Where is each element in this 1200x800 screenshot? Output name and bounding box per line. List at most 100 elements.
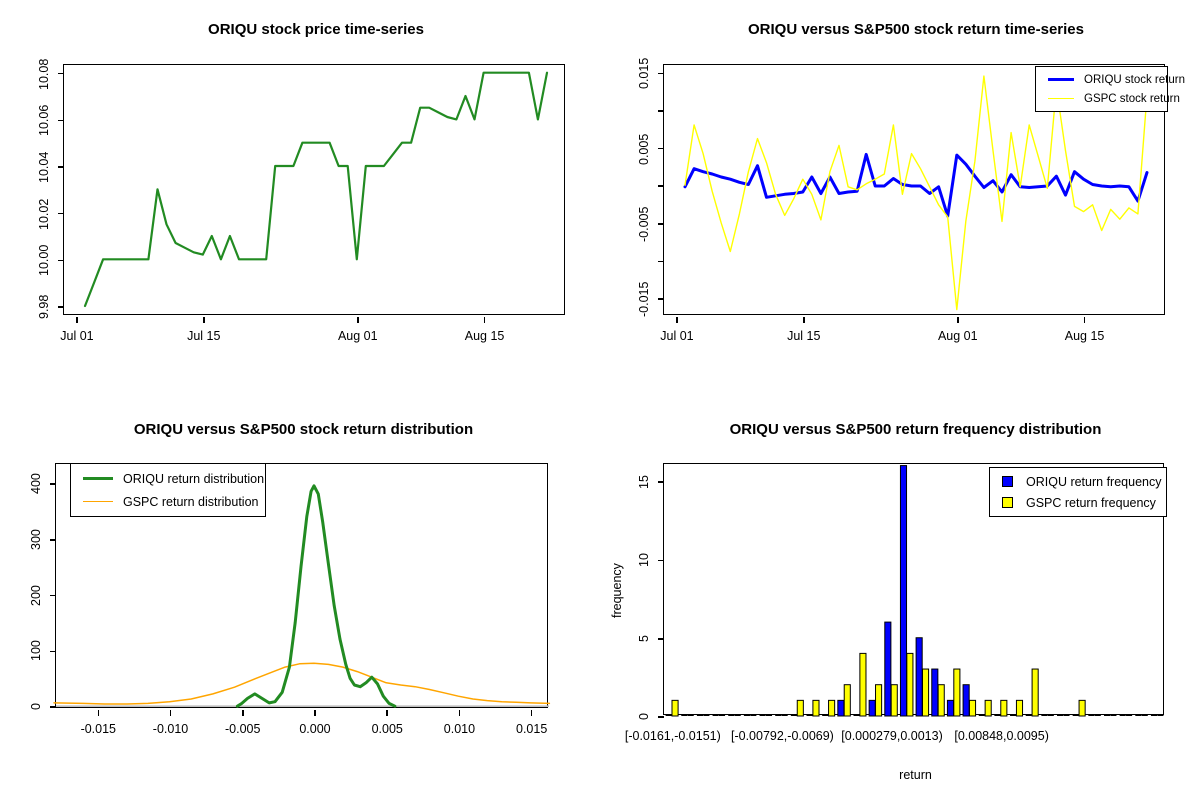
bar-oriqu-bin20 [979, 714, 986, 717]
x-tick [1083, 317, 1086, 323]
y-tick [658, 481, 664, 483]
bar-gspc-bin24 [1048, 714, 1055, 717]
y-tick [658, 716, 664, 718]
bar-gspc-bin9 [812, 700, 820, 717]
bar-oriqu-bin29 [1120, 714, 1127, 717]
y-tick-label: 15 [637, 475, 651, 490]
y-tick [658, 298, 664, 301]
chart-title: ORIQU versus S&P500 return frequency dis… [729, 421, 1102, 438]
bar-gspc-bin29 [1126, 714, 1133, 717]
bin-tick-label: [-0.0161,-0.0151) [624, 729, 721, 743]
panel-return-density: ORIQU versus S&P500 stock return distrib… [0, 400, 600, 800]
x-tick [241, 710, 244, 716]
y-tick-label: 0.015 [637, 57, 651, 89]
x-tick-label: -0.010 [152, 722, 189, 736]
y-tick [58, 72, 64, 75]
chart-title: ORIQU versus S&P500 stock return distrib… [133, 421, 474, 438]
bar-gspc-bin15 [906, 653, 914, 717]
bar-oriqu-bin15 [900, 465, 908, 717]
x-tick-label: Aug 15 [464, 329, 505, 343]
y-tick [50, 650, 56, 653]
legend-label: GSPC stock return [1084, 92, 1180, 105]
x-tick [676, 317, 678, 323]
chart-canvas [84, 71, 549, 308]
x-tick [202, 317, 205, 323]
bar-gspc-bin0 [671, 700, 679, 717]
bar-gspc-bin1 [688, 714, 695, 717]
bar-gspc-bin7 [781, 714, 789, 717]
bar-gspc-bin21 [1000, 700, 1008, 717]
bar-gspc-bin5 [750, 714, 757, 717]
chart-title: ORIQU versus S&P500 stock return time-se… [748, 21, 1084, 38]
bar-gspc-bin12 [859, 653, 867, 717]
bar-oriqu-bin2 [697, 714, 704, 717]
legend-label: ORIQU stock return [1084, 73, 1185, 86]
bar-oriqu-bin18 [947, 700, 955, 717]
x-tick-label: Jul 01 [60, 329, 94, 343]
bar-gspc-bin14 [891, 684, 899, 717]
bar-oriqu-bin28 [1104, 714, 1111, 717]
bar-gspc-bin28 [1110, 714, 1117, 717]
bin-tick-label: [-0.00792,-0.0069) [730, 729, 834, 743]
legend-line-swatch [1048, 98, 1074, 99]
bar-oriqu-bin13 [869, 700, 877, 717]
chart-canvas [53, 484, 551, 709]
series-gspc-return-distribution [53, 662, 551, 706]
legend-square-swatch [1002, 476, 1013, 487]
y-tick [58, 212, 64, 215]
x-tick [386, 710, 388, 716]
y-tick-label: 10 [637, 553, 651, 568]
bar-oriqu-bin31 [1151, 714, 1158, 717]
y-tick [658, 185, 664, 188]
y-tick [658, 637, 664, 640]
bar-gspc-bin17 [938, 684, 946, 717]
y-tick [658, 260, 664, 263]
bar-oriqu-bin10 [822, 714, 829, 717]
series-oriqu-return-distribution [236, 484, 397, 709]
y-tick [658, 72, 664, 75]
bar-gspc-bin18 [953, 668, 961, 717]
x-tick [76, 317, 78, 323]
chart-title: ORIQU stock price time-series [208, 21, 424, 38]
y-tick [58, 119, 64, 122]
legend-item: ORIQU stock return [1040, 70, 1185, 89]
y-tick [658, 223, 664, 225]
legend-line-swatch [1048, 78, 1074, 81]
chart-canvas [665, 465, 1164, 717]
bar-gspc-bin8 [797, 700, 805, 717]
bar-oriqu-bin26 [1073, 714, 1080, 717]
y-tick-label: -0.015 [637, 281, 651, 317]
bar-oriqu-bin6 [759, 714, 767, 717]
legend: ORIQU return distribution GSPC return dis… [70, 463, 266, 517]
bar-gspc-bin4 [735, 714, 742, 717]
legend-label: GSPC return frequency [1026, 495, 1156, 510]
y-tick [50, 538, 56, 541]
legend-line-swatch [83, 477, 113, 480]
x-axis-label: return [899, 768, 932, 782]
plot-area [53, 463, 551, 709]
x-tick-label: Aug 15 [1064, 329, 1105, 343]
bar-oriqu-bin8 [791, 714, 798, 717]
bar-oriqu-bin16 [915, 637, 924, 717]
y-tick-label: 0.005 [637, 132, 651, 165]
y-tick-label: 0 [637, 713, 651, 721]
legend-label: ORIQU return frequency [1026, 474, 1162, 489]
x-tick-label: 0.010 [443, 722, 476, 736]
bar-gspc-bin19 [969, 700, 977, 717]
x-tick [97, 710, 100, 716]
x-tick [802, 317, 805, 323]
panel-return-timeseries: ORIQU versus S&P500 stock return time-se… [600, 0, 1200, 400]
bar-gspc-bin27 [1095, 714, 1102, 717]
x-tick [169, 710, 172, 716]
x-tick-label: Jul 15 [187, 329, 221, 343]
x-tick [458, 710, 461, 716]
bar-oriqu-bin23 [1026, 714, 1033, 717]
x-tick [314, 710, 316, 716]
bin-tick-label: [0.000279,0.0013) [841, 729, 943, 743]
y-tick [58, 306, 64, 308]
bar-gspc-bin16 [922, 668, 930, 717]
bar-oriqu-bin5 [744, 714, 751, 717]
y-tick-label: 5 [637, 635, 651, 643]
bar-oriqu-bin25 [1057, 714, 1064, 717]
bar-oriqu-bin17 [931, 668, 939, 717]
